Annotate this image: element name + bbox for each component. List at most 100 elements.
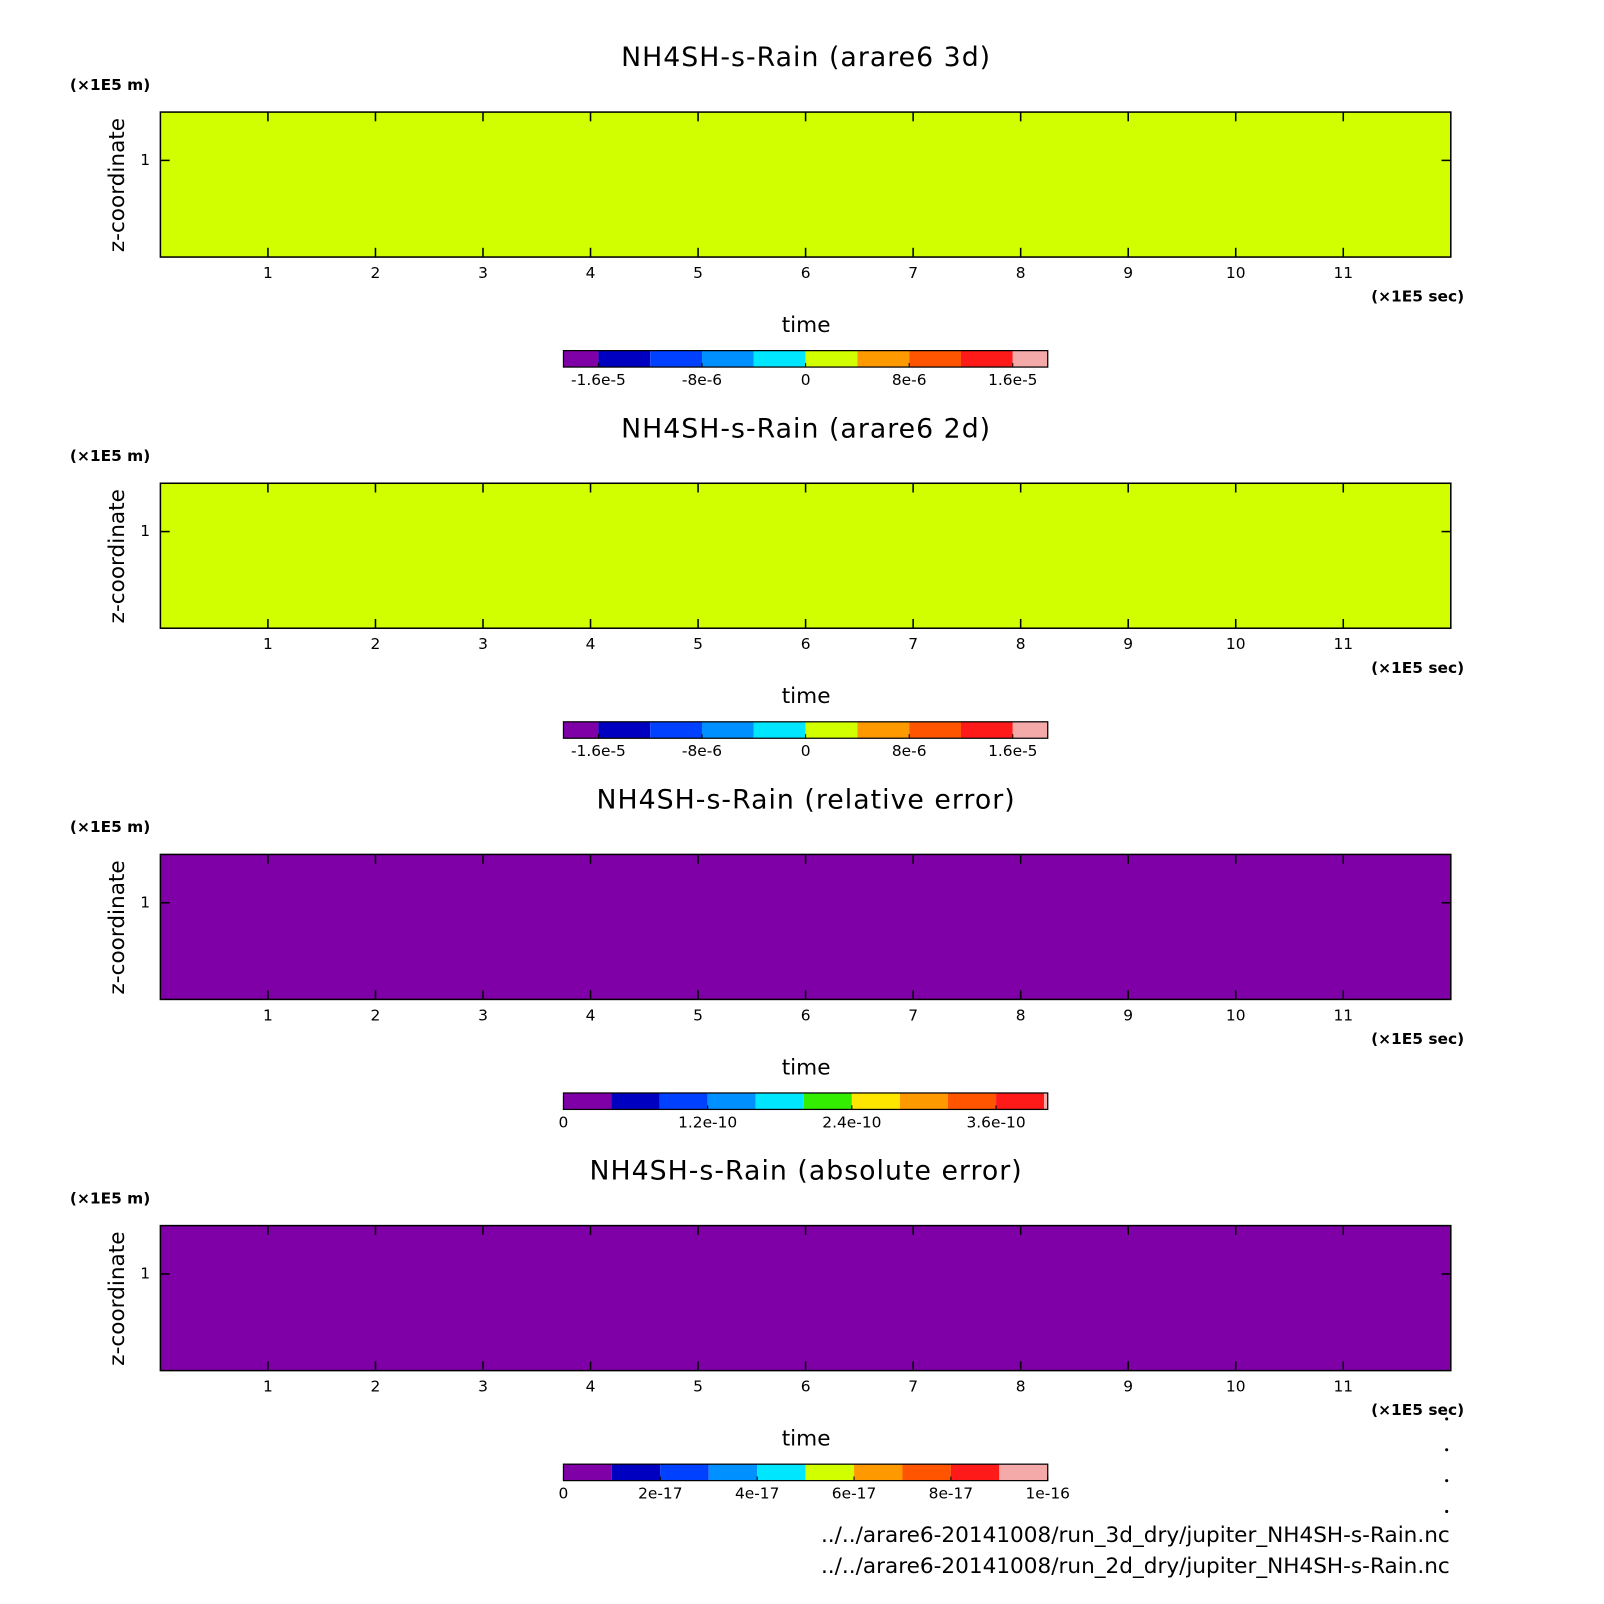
- x-tick-label: 4: [586, 1378, 596, 1396]
- x-tick-label: 3: [478, 1006, 488, 1024]
- colorbar-tick-label: -1.6e-5: [571, 371, 626, 389]
- x-tick-label: 1: [263, 264, 273, 282]
- colorbar-tick-label: 8e-6: [892, 371, 927, 389]
- colorbar-segment: [960, 721, 1013, 739]
- x-tick-label: 10: [1226, 264, 1246, 282]
- colorbar-segment: [650, 721, 703, 739]
- dot: [1445, 1479, 1449, 1483]
- y-unit: (×1E5 m): [70, 1189, 150, 1207]
- colorbar-tick-label: 0: [559, 1484, 569, 1502]
- x-tick-label: 9: [1123, 264, 1133, 282]
- x-tick-label: 2: [371, 1378, 381, 1396]
- colorbar-segment: [660, 1464, 709, 1481]
- x-tick-label: 7: [908, 635, 918, 653]
- y-unit: (×1E5 m): [70, 76, 150, 94]
- x-unit: (×1E5 sec): [1371, 1401, 1464, 1419]
- x-tick-label: 8: [1016, 264, 1026, 282]
- x-tick-label: 5: [693, 264, 703, 282]
- x-tick-label: 10: [1226, 1378, 1246, 1396]
- colorbar-segment: [1012, 350, 1048, 368]
- colorbar-segment: [857, 350, 910, 368]
- x-tick-label: 6: [801, 1006, 811, 1024]
- y-unit: (×1E5 m): [70, 818, 150, 836]
- colorbar-tick-label: 1.6e-5: [988, 371, 1037, 389]
- x-tick-label: 5: [693, 1378, 703, 1396]
- x-tick-label: 3: [478, 1378, 488, 1396]
- x-tick-label: 7: [908, 1378, 918, 1396]
- dot: [1445, 1509, 1449, 1514]
- x-tick-label: 11: [1333, 1006, 1353, 1024]
- colorbar-segment: [909, 350, 961, 368]
- colorbar-segment: [803, 1092, 852, 1110]
- colorbar-tick-label: -1.6e-5: [571, 742, 626, 760]
- chart-title: NH4SH-s-Rain (relative error): [597, 784, 1016, 815]
- colorbar-tick-label: 1e-16: [1026, 1484, 1070, 1502]
- colorbar-tick-label: 8e-6: [892, 742, 927, 760]
- colorbar-segment: [563, 721, 599, 739]
- colorbar-tick-label: 1.2e-10: [678, 1113, 737, 1131]
- x-axis-label: time: [782, 1055, 831, 1080]
- colorbar-segment: [708, 1464, 758, 1481]
- chart-title: NH4SH-s-Rain (absolute error): [589, 1156, 1022, 1187]
- colorbar-tick-label: 0: [801, 371, 811, 389]
- colorbar-segment: [753, 721, 806, 739]
- colorbar-segment: [999, 1464, 1048, 1481]
- x-tick-label: 6: [801, 1378, 811, 1396]
- colorbar-segment: [857, 721, 910, 739]
- colorbar-segment: [563, 1092, 612, 1110]
- colorbar-segment: [1044, 1092, 1048, 1110]
- x-tick-label: 4: [586, 264, 596, 282]
- colorbar-frame: [562, 1463, 1049, 1482]
- x-tick-label: 8: [1016, 1378, 1026, 1396]
- x-tick-label: 8: [1016, 1006, 1026, 1024]
- x-unit: (×1E5 sec): [1371, 1030, 1464, 1048]
- x-tick-label: 11: [1333, 264, 1353, 282]
- x-tick-label: 2: [371, 264, 381, 282]
- x-unit: (×1E5 sec): [1371, 659, 1464, 677]
- x-tick-label: 9: [1123, 1378, 1133, 1396]
- y-axis-label: z-coordinate: [105, 1232, 130, 1366]
- field: [160, 854, 1451, 1000]
- colorbar-segment: [598, 721, 651, 739]
- field: [160, 112, 1451, 258]
- colorbar-segment: [902, 1464, 951, 1481]
- x-tick-label: 8: [1016, 635, 1026, 653]
- y-unit: (×1E5 m): [70, 447, 150, 465]
- x-axis-label: time: [782, 313, 831, 338]
- x-tick-label: 4: [586, 635, 596, 653]
- footer-file: ../../arare6-20141008/run_2d_dry/jupiter…: [821, 1554, 1450, 1579]
- colorbar-segment: [757, 1464, 806, 1481]
- colorbar-segment: [805, 350, 858, 368]
- colorbar-tick-label: 4e-17: [735, 1484, 779, 1502]
- footer-file: ../../arare6-20141008/run_3d_dry/jupiter…: [821, 1523, 1450, 1548]
- x-tick-label: 5: [693, 635, 703, 653]
- colorbar-frame: [562, 1092, 1049, 1111]
- colorbar-segment: [950, 1464, 1000, 1481]
- field: [160, 483, 1451, 629]
- colorbar-segment: [755, 1092, 804, 1110]
- x-tick-label: 3: [478, 264, 488, 282]
- colorbar-segment: [960, 350, 1013, 368]
- x-tick-label: 2: [371, 635, 381, 653]
- colorbar-tick-label: 0: [559, 1113, 569, 1131]
- colorbar-segment: [707, 1092, 756, 1110]
- colorbar-segment: [1012, 721, 1048, 739]
- dot: [1445, 1417, 1449, 1421]
- x-tick-label: 9: [1123, 1006, 1133, 1024]
- y-tick-label: 1: [140, 1264, 150, 1282]
- colorbar-tick-label: -8e-6: [682, 371, 722, 389]
- colorbar-segment: [805, 1464, 855, 1481]
- colorbar-segment: [702, 350, 754, 368]
- x-tick-label: 2: [371, 1006, 381, 1024]
- chart-title: NH4SH-s-Rain (arare6 3d): [621, 42, 991, 73]
- colorbar-tick-label: 2.4e-10: [822, 1113, 881, 1131]
- colorbar-segment: [899, 1092, 949, 1110]
- colorbar-segment: [996, 1092, 1045, 1110]
- x-tick-label: 1: [263, 1378, 273, 1396]
- y-tick-label: 1: [140, 893, 150, 911]
- x-axis-label: time: [782, 684, 831, 709]
- colorbar-segment: [854, 1464, 903, 1481]
- y-tick-label: 1: [140, 522, 150, 540]
- x-unit: (×1E5 sec): [1371, 288, 1464, 306]
